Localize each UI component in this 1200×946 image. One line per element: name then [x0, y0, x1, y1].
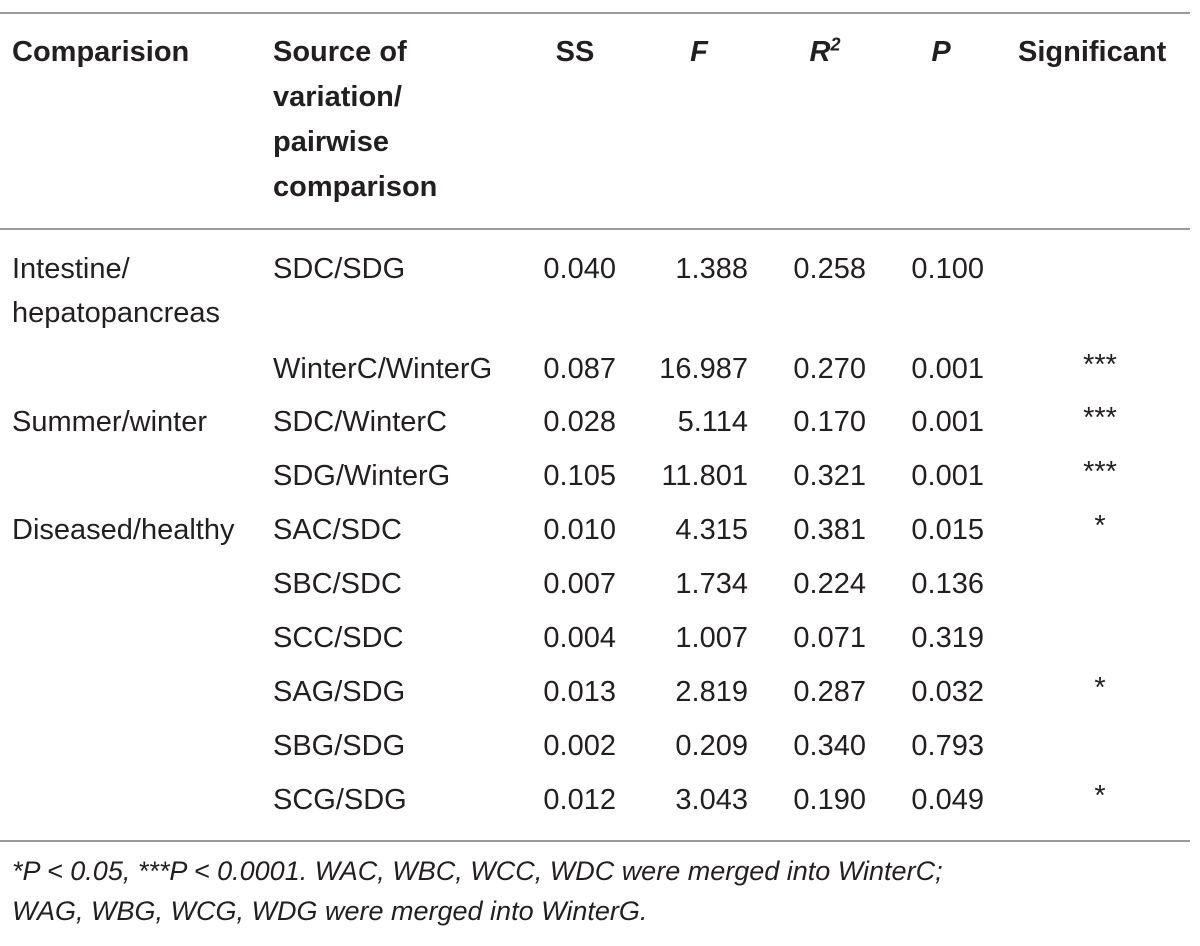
cell-source: SAC/SDC: [273, 514, 402, 546]
cell-f: 5.114: [677, 406, 748, 438]
cell-f: 16.987: [659, 353, 748, 385]
cell-ss: 0.040: [543, 253, 616, 285]
cell-ss: 0.012: [543, 784, 616, 816]
cell-r2: 0.287: [793, 676, 866, 708]
cell-p: 0.100: [911, 253, 984, 285]
cell-sig: ***: [1083, 349, 1117, 381]
cell-ss: 0.010: [543, 514, 616, 546]
cell-sig: *: [1094, 780, 1106, 812]
row-group-label: Summer/winter: [12, 400, 207, 444]
cell-p: 0.136: [911, 568, 984, 600]
cell-source: SDG/WinterG: [273, 460, 451, 492]
cell-r2: 0.258: [793, 253, 866, 285]
cell-ss: 0.028: [543, 406, 616, 438]
cell-source: SBC/SDC: [273, 568, 402, 600]
cell-f: 1.007: [675, 622, 748, 654]
header-source-line: comparison: [273, 171, 438, 203]
cell-source: SBG/SDG: [273, 730, 406, 762]
cell-f: 11.801: [661, 460, 748, 492]
cell-r2: 0.340: [793, 730, 866, 762]
header-ss: SS: [555, 36, 595, 68]
row-group-line: Diseased/healthy: [12, 514, 235, 546]
cell-source: WinterC/WinterG: [273, 353, 493, 385]
cell-r2: 0.224: [793, 568, 866, 600]
table-footnote: *P < 0.05, ***P < 0.0001. WAC, WBC, WCC,…: [12, 851, 1188, 931]
cell-sig: *: [1094, 510, 1106, 542]
cell-r2: 0.270: [793, 353, 866, 385]
header-r2-sup: 2: [830, 34, 841, 55]
header-r2: R2: [790, 30, 860, 75]
cell-ss: 0.087: [543, 353, 616, 385]
cell-p: 0.001: [911, 406, 984, 438]
cell-ss: 0.002: [543, 730, 616, 762]
header-significant: Significant: [1018, 36, 1167, 68]
row-group-line: hepatopancreas: [12, 297, 220, 329]
cell-sig: ***: [1083, 456, 1117, 488]
header-source-line: variation/: [273, 81, 402, 113]
cell-p: 0.319: [911, 622, 984, 654]
cell-r2: 0.190: [793, 784, 866, 816]
cell-sig: ***: [1083, 402, 1117, 434]
header-rule: [0, 228, 1190, 230]
cell-source: SDC/SDG: [273, 253, 406, 285]
cell-f: 3.043: [675, 784, 748, 816]
cell-ss: 0.004: [543, 622, 616, 654]
header-comparison: Comparision: [12, 36, 190, 68]
header-source-line: pairwise: [273, 126, 390, 158]
cell-ss: 0.013: [543, 676, 616, 708]
cell-p: 0.015: [911, 514, 984, 546]
cell-sig: *: [1094, 672, 1106, 704]
cell-source: SDC/WinterC: [273, 406, 448, 438]
header-source: Source of variation/ pairwise comparison: [273, 30, 437, 210]
cell-ss: 0.007: [543, 568, 616, 600]
cell-r2: 0.170: [793, 406, 866, 438]
footnote-line: *P < 0.05, ***P < 0.0001. WAC, WBC, WCC,…: [12, 856, 943, 886]
cell-f: 1.388: [675, 253, 748, 285]
table-top-rule: [0, 12, 1190, 14]
table-bottom-rule: [0, 840, 1190, 842]
row-group-label: Intestine/hepatopancreas: [12, 247, 220, 335]
cell-source: SAG/SDG: [273, 676, 406, 708]
footnote-line: WAG, WBG, WCG, WDG were merged into Wint…: [12, 896, 648, 926]
row-group-line: Summer/winter: [12, 406, 207, 438]
cell-source: SCC/SDC: [273, 622, 404, 654]
row-group-label: Diseased/healthy: [12, 508, 234, 552]
cell-r2: 0.321: [793, 460, 866, 492]
cell-p: 0.032: [911, 676, 984, 708]
cell-f: 0.209: [675, 730, 748, 762]
cell-r2: 0.071: [793, 622, 866, 654]
header-r2-base: R: [809, 36, 831, 68]
header-p: P: [931, 36, 951, 68]
cell-f: 4.315: [675, 514, 748, 546]
cell-p: 0.049: [911, 784, 984, 816]
cell-p: 0.001: [911, 460, 984, 492]
header-source-line: Source of: [273, 36, 407, 68]
cell-f: 2.819: [675, 676, 748, 708]
header-f: F: [690, 36, 708, 68]
cell-ss: 0.105: [543, 460, 616, 492]
cell-p: 0.001: [911, 353, 984, 385]
row-group-line: Intestine/: [12, 253, 130, 285]
cell-p: 0.793: [911, 730, 984, 762]
cell-f: 1.734: [675, 568, 748, 600]
cell-source: SCG/SDG: [273, 784, 407, 816]
cell-r2: 0.381: [793, 514, 866, 546]
